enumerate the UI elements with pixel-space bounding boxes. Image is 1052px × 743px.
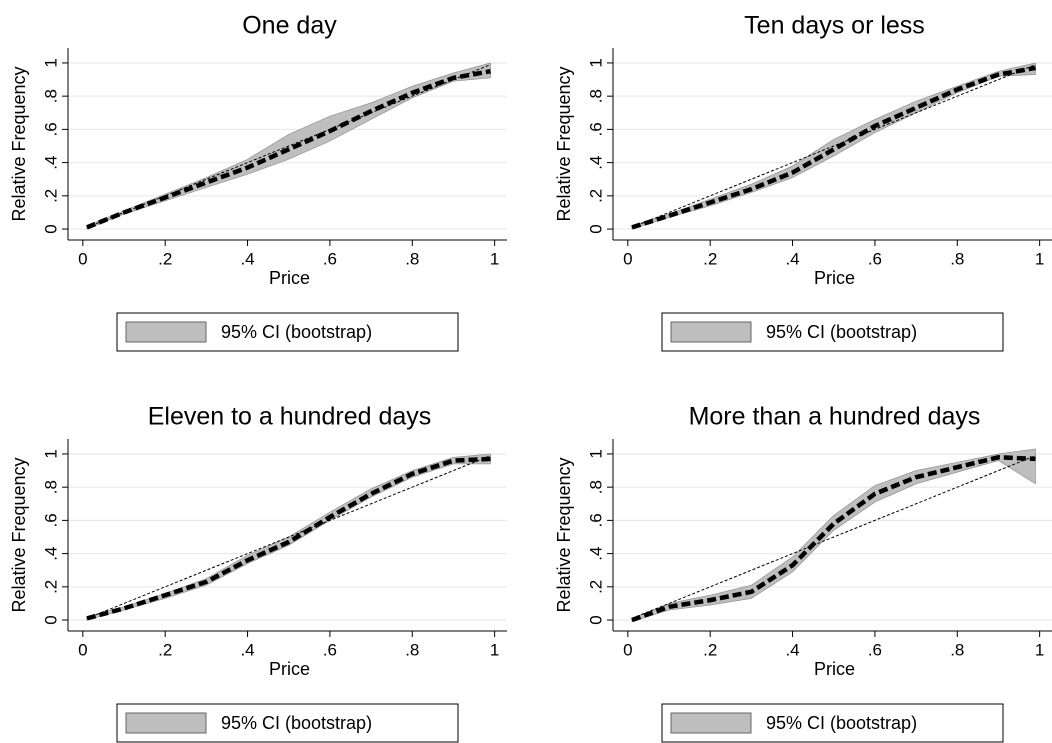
fitted-line (631, 455, 1036, 623)
y-tick-label: .6 (586, 122, 605, 136)
y-axis-label: Relative Frequency (554, 457, 574, 612)
y-tick-label: .2 (41, 580, 60, 594)
legend-swatch (125, 712, 207, 734)
legend-swatch (125, 321, 207, 343)
panel: Eleven to a hundred days 0 .2 .4 .6 .8 1 0 .2 .4.… (9, 403, 507, 743)
x-tick-label: 0 (78, 249, 87, 268)
y-tick-label: .8 (41, 480, 60, 494)
fitted-line (631, 65, 1036, 230)
panel: More than a hundred days 0 .2 .4 .6 .8 1 0 .2 .4.… (554, 403, 1052, 743)
y-tick-label: 0 (41, 615, 60, 624)
y-tick-label: 1 (41, 58, 60, 67)
x-tick-label: .4 (240, 249, 254, 268)
y-axis-label: Relative Frequency (554, 66, 574, 221)
diagonal-line (86, 455, 491, 619)
x-tick-label: .8 (950, 249, 964, 268)
x-tick-label: 0 (623, 249, 632, 268)
diagonal-line (631, 455, 1036, 619)
y-tick-label: .4 (41, 156, 60, 170)
y-tick-label: .8 (586, 89, 605, 103)
x-axis-label: Price (269, 659, 310, 679)
x-tick-label: 1 (1035, 640, 1044, 659)
x-tick-label: 1 (490, 249, 499, 268)
x-axis-label: Price (814, 268, 855, 288)
y-tick-label: .2 (586, 580, 605, 594)
x-tick-label: .2 (703, 249, 717, 268)
y-tick-label: 0 (41, 224, 60, 233)
chart-title: Eleven to a hundred days (148, 403, 432, 431)
chart-title: Ten days or less (744, 12, 925, 40)
y-tick-label: 1 (41, 449, 60, 458)
x-axis-label: Price (269, 268, 310, 288)
y-tick-label: .2 (41, 189, 60, 203)
legend-swatch (670, 321, 752, 343)
panel: Ten days or less 0 .2 .4 .6 .8 1 0 .2 .4 .6 .8 1 Pric… (554, 12, 1052, 352)
y-tick-label: 1 (586, 58, 605, 67)
y-tick-label: .8 (586, 480, 605, 494)
x-tick-label: .2 (158, 249, 172, 268)
legend-label: 95% CI (bootstrap) (221, 713, 372, 733)
y-axis-label: Relative Frequency (9, 457, 29, 612)
y-tick-label: .4 (41, 547, 60, 561)
legend-label: 95% CI (bootstrap) (766, 713, 917, 733)
x-axis-label: Price (814, 659, 855, 679)
x-tick-label: .4 (785, 249, 799, 268)
ci-band (631, 448, 1036, 623)
y-tick-label: .4 (586, 547, 605, 561)
x-tick-label: 1 (1035, 249, 1044, 268)
chart-title: One day (242, 12, 337, 40)
panel: One day 0 .2 .4 .6 .8 1 0 .2 .4 .6 .8 1 Price Relative… (9, 12, 507, 352)
x-tick-label: .8 (405, 640, 419, 659)
x-tick-label: .2 (158, 640, 172, 659)
legend-label: 95% CI (bootstrap) (766, 322, 917, 342)
x-tick-label: 0 (78, 640, 87, 659)
ci-band (86, 453, 491, 621)
diagonal-line (86, 64, 491, 228)
y-tick-label: 0 (586, 615, 605, 624)
chart-title: More than a hundred days (689, 403, 981, 431)
fitted-line (86, 456, 491, 621)
diagonal-line (631, 64, 1036, 228)
x-tick-label: .4 (785, 640, 799, 659)
y-tick-label: .6 (586, 513, 605, 527)
x-tick-label: .6 (868, 249, 882, 268)
y-tick-label: 1 (586, 449, 605, 458)
x-tick-label: .6 (323, 249, 337, 268)
fitted-line (86, 69, 491, 230)
y-tick-label: .8 (41, 89, 60, 103)
x-tick-label: 0 (623, 640, 632, 659)
y-axis-label: Relative Frequency (9, 66, 29, 221)
x-tick-label: .6 (323, 640, 337, 659)
x-tick-label: .8 (950, 640, 964, 659)
y-tick-label: .2 (586, 189, 605, 203)
y-tick-label: .6 (41, 122, 60, 136)
y-tick-label: 0 (586, 224, 605, 233)
x-tick-label: .2 (703, 640, 717, 659)
y-tick-label: .6 (41, 513, 60, 527)
legend-swatch (670, 712, 752, 734)
y-tick-label: .4 (586, 156, 605, 170)
x-tick-label: .6 (868, 640, 882, 659)
x-tick-label: 1 (490, 640, 499, 659)
legend-label: 95% CI (bootstrap) (221, 322, 372, 342)
x-tick-label: .4 (240, 640, 254, 659)
x-tick-label: .8 (405, 249, 419, 268)
